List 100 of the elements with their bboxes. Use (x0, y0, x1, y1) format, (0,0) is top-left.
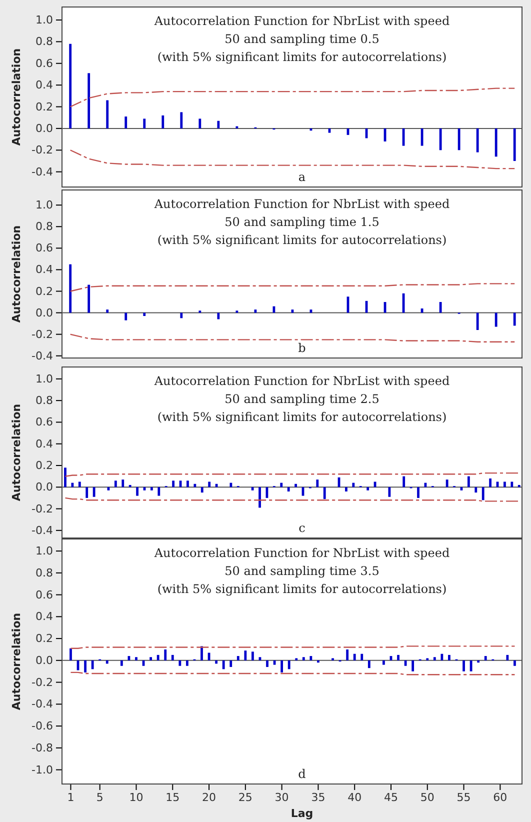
x-tick-label: 1 (67, 790, 74, 804)
bar (506, 654, 509, 660)
x-axis-title: Lag (290, 807, 314, 820)
bar (143, 118, 146, 128)
x-tick-label: 20 (202, 790, 216, 804)
y-tick-label: -0.4 (32, 698, 53, 711)
y-tick-label: 0.6 (36, 416, 53, 429)
y-tick-label: 0.4 (36, 78, 53, 92)
bar (477, 660, 480, 663)
x-tick-label: 30 (274, 790, 289, 804)
bar (136, 487, 138, 496)
bar (124, 116, 128, 128)
bar (474, 487, 478, 493)
x-tick-label: 10 (129, 790, 144, 804)
y-tick-label: 0.2 (36, 632, 53, 646)
bar (382, 660, 385, 665)
y-tick-label: 1.0 (36, 372, 53, 386)
bar (143, 312, 146, 316)
bar (122, 480, 124, 488)
bar (287, 487, 290, 492)
y-tick-label: -1.0 (32, 763, 53, 776)
bar (150, 657, 152, 660)
bar (106, 660, 108, 664)
y-tick-label: -0.6 (32, 720, 53, 733)
text: (with 5% significant limits for autocorrelations) (157, 410, 447, 424)
y-tick-label: 0.6 (36, 588, 53, 602)
bar (84, 660, 86, 672)
line-series (70, 283, 516, 292)
x-tick-label: 55 (456, 790, 471, 804)
bar (402, 476, 406, 488)
y-tick-label: 0.2 (36, 284, 53, 298)
bar (518, 484, 520, 488)
bar (222, 660, 225, 670)
y-tick-label: 0.8 (36, 35, 53, 48)
bar (302, 657, 305, 660)
bar (317, 660, 320, 663)
y-tick-label: 0.6 (36, 242, 53, 255)
x-tick-label: 5 (96, 790, 104, 804)
bar (482, 487, 484, 500)
bar (106, 310, 109, 313)
bar (172, 480, 175, 488)
bar (69, 44, 72, 128)
y-tick-label: -0.2 (32, 144, 53, 157)
x-tick-label: 35 (311, 790, 326, 804)
y-axis-title: Autocorrelation (10, 404, 23, 502)
bar (186, 480, 189, 488)
bar (266, 660, 268, 667)
text: Autocorrelation Function for NbrList with speed 50 and sampling time 3.5 (153, 546, 450, 578)
bar (106, 100, 109, 128)
bar (107, 487, 110, 490)
bar (494, 312, 498, 327)
y-tick-label: -0.2 (32, 676, 53, 689)
x-tick-label: 60 (493, 790, 508, 804)
bar (291, 310, 294, 313)
y-tick-label: 1.0 (36, 14, 53, 27)
y-tick-label: 0.4 (36, 610, 53, 624)
bar (433, 657, 436, 660)
bar (156, 654, 160, 660)
line-series (70, 334, 516, 342)
y-tick-label: 0.4 (36, 437, 53, 450)
y-tick-label: 0.6 (36, 56, 53, 70)
bar (178, 660, 182, 666)
x-tick-label: 15 (166, 790, 180, 804)
bar (513, 128, 516, 161)
bar (114, 480, 117, 488)
bar (88, 284, 90, 313)
y-tick-label: 0.4 (36, 263, 53, 276)
bar (208, 482, 211, 488)
bar (352, 482, 355, 488)
bar (345, 487, 348, 492)
bar (64, 468, 66, 488)
bar (440, 654, 444, 660)
annotation: b (298, 341, 306, 355)
bar (251, 652, 254, 660)
bar (460, 487, 463, 490)
y-axis-title: Autocorrelation (10, 612, 23, 710)
bar (366, 487, 370, 490)
text: Autocorrelation Function for NbrList with speed 50 and sampling time 1.5 (153, 197, 450, 229)
bar (294, 484, 297, 488)
y-tick-label: -0.8 (32, 741, 53, 754)
y-axis-title: Autocorrelation (10, 225, 23, 323)
bar (171, 654, 174, 660)
y-tick-label: -0.2 (32, 502, 53, 516)
x-tick-label: 40 (348, 790, 362, 804)
bar (388, 487, 391, 497)
bar (448, 654, 450, 660)
bar (200, 487, 204, 493)
bar (143, 487, 146, 490)
y-axis-title: Autocorrelation (10, 48, 23, 146)
bar (164, 649, 167, 660)
text: (with 5% significant limits for autocorrelations) (157, 50, 447, 64)
bar (217, 120, 220, 128)
bar (230, 660, 232, 667)
bar (310, 310, 312, 313)
y-tick-label: -0.2 (32, 328, 53, 341)
bar (280, 482, 283, 488)
text: Autocorrelation Function for NbrList with speed 50 and sampling time 0.5 (153, 14, 450, 46)
line-series (70, 88, 516, 108)
y-tick-label: -0.4 (32, 165, 53, 178)
bar (514, 660, 516, 666)
